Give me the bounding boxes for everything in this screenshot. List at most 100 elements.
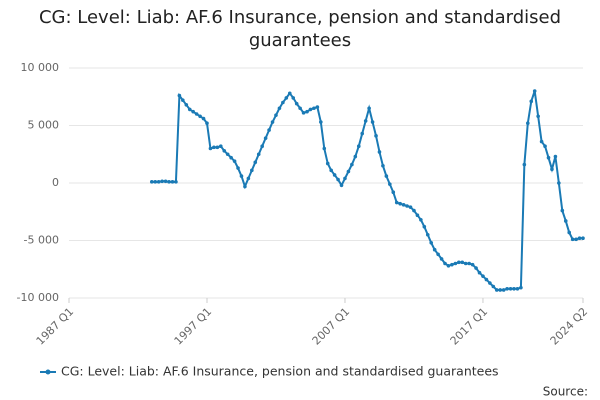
- y-tick-label: -5 000: [24, 234, 59, 247]
- point: [332, 173, 337, 177]
- point: [177, 93, 182, 98]
- point: [201, 116, 206, 121]
- point: [560, 208, 565, 213]
- point: [394, 200, 399, 205]
- point: [467, 261, 471, 266]
- y-tick-label: 0: [52, 176, 59, 189]
- point: [581, 236, 585, 240]
- point: [432, 247, 437, 252]
- point: [377, 150, 382, 154]
- source: Source:: [543, 385, 588, 399]
- point: [536, 114, 540, 119]
- x-tick-label: 1987 Q1: [34, 305, 77, 348]
- point: [543, 144, 547, 148]
- point: [322, 146, 327, 151]
- point: [539, 139, 544, 144]
- point: [515, 287, 520, 291]
- point: [363, 119, 368, 123]
- point: [374, 134, 378, 138]
- point: [194, 112, 199, 116]
- point: [574, 237, 578, 242]
- point: [553, 154, 558, 159]
- point: [149, 180, 154, 184]
- point: [319, 120, 323, 124]
- legend-label: CG: Level: Liab: AF.6 Insurance, pension…: [61, 364, 499, 379]
- point: [301, 111, 306, 115]
- point: [457, 260, 461, 265]
- point: [208, 146, 213, 151]
- point: [436, 252, 440, 257]
- point: [215, 145, 220, 150]
- point: [570, 237, 575, 242]
- point: [508, 287, 513, 291]
- point: [308, 107, 313, 112]
- point: [494, 288, 499, 292]
- point: [481, 274, 485, 278]
- point: [160, 179, 164, 184]
- point: [501, 288, 506, 292]
- point: [260, 144, 264, 148]
- point: [243, 184, 247, 189]
- point: [356, 144, 361, 148]
- point: [267, 128, 271, 132]
- point: [350, 162, 354, 167]
- point: [488, 281, 492, 285]
- point: [187, 107, 192, 112]
- point: [184, 103, 189, 107]
- point: [336, 177, 340, 182]
- point: [232, 159, 237, 163]
- point: [294, 101, 299, 106]
- point: [470, 262, 475, 267]
- point: [398, 201, 402, 206]
- point: [425, 232, 430, 237]
- point: [236, 166, 240, 170]
- point: [446, 264, 451, 268]
- point: [287, 91, 292, 96]
- point: [163, 179, 168, 184]
- point: [450, 262, 454, 267]
- point: [205, 121, 209, 125]
- point: [381, 163, 385, 168]
- point: [557, 181, 561, 185]
- point: [422, 224, 427, 229]
- point: [532, 89, 537, 93]
- point: [408, 205, 413, 209]
- point: [384, 174, 389, 178]
- point: [256, 152, 261, 157]
- legend-marker: [45, 369, 51, 375]
- point: [174, 180, 178, 184]
- point: [191, 109, 195, 114]
- point: [370, 120, 375, 124]
- point: [346, 169, 351, 174]
- point: [484, 277, 489, 282]
- y-tick-label: 10 000: [21, 61, 60, 74]
- point: [546, 155, 551, 160]
- x-tick-label: 1997 Q1: [172, 305, 215, 348]
- x-tick-label: 2024 Q2: [548, 305, 591, 348]
- point: [463, 261, 468, 266]
- point: [181, 98, 185, 102]
- point: [388, 182, 392, 186]
- point: [491, 284, 496, 289]
- point: [170, 180, 175, 184]
- point: [156, 180, 161, 184]
- point: [298, 106, 302, 111]
- point: [253, 160, 258, 165]
- point: [429, 241, 434, 245]
- point: [567, 230, 572, 235]
- point: [229, 155, 233, 160]
- point: [225, 152, 230, 157]
- point: [522, 162, 527, 167]
- point: [312, 106, 316, 111]
- point: [239, 174, 244, 178]
- point: [284, 96, 289, 100]
- point: [529, 99, 534, 104]
- point: [153, 180, 158, 184]
- point: [439, 257, 444, 261]
- point: [353, 154, 358, 159]
- point: [498, 288, 503, 292]
- point: [315, 105, 320, 109]
- point: [505, 287, 509, 291]
- point: [263, 136, 268, 140]
